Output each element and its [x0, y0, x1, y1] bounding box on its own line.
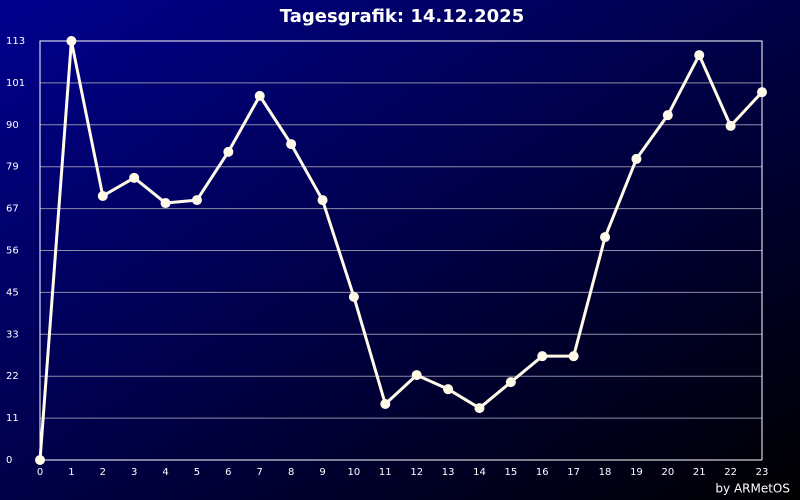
x-tick-label: 2: [100, 467, 106, 478]
y-tick-label: 67: [6, 204, 19, 215]
x-tick-label: 15: [505, 467, 518, 478]
data-point: [600, 232, 611, 243]
x-tick-label: 5: [194, 467, 200, 478]
x-tick-label: 9: [319, 467, 325, 478]
x-tick-label: 21: [693, 467, 706, 478]
data-point: [631, 153, 642, 164]
x-tick-label: 6: [225, 467, 231, 478]
y-tick-label: 33: [6, 329, 19, 340]
data-point: [380, 399, 391, 410]
credit: by ARMetOS: [715, 482, 790, 496]
x-tick-label: 14: [473, 467, 486, 478]
data-point: [348, 291, 359, 302]
x-tick-label: 0: [37, 467, 43, 478]
x-tick-label: 4: [162, 467, 168, 478]
x-tick-label: 18: [599, 467, 612, 478]
x-tick-label: 7: [257, 467, 263, 478]
data-point: [411, 370, 422, 381]
y-tick-label: 113: [6, 36, 25, 47]
data-point: [537, 351, 548, 362]
y-tick-label: 56: [6, 246, 19, 257]
data-point: [66, 36, 77, 46]
data-point: [757, 87, 767, 98]
data-point: [505, 377, 516, 388]
chart-title: Tagesgrafik: 14.12.2025: [280, 6, 524, 27]
plot-border: [39, 40, 763, 460]
y-tick-label: 0: [6, 455, 12, 466]
x-tick-label: 8: [288, 467, 294, 478]
x-tick-label: 16: [536, 467, 549, 478]
data-point: [694, 50, 705, 61]
data-point: [160, 198, 171, 209]
x-tick-label: 1: [68, 467, 74, 478]
y-tick-label: 101: [6, 78, 25, 89]
y-tick-label: 45: [6, 287, 19, 298]
data-point: [662, 110, 673, 121]
data-point: [443, 384, 454, 395]
data-point: [97, 190, 108, 201]
x-tick-label: 19: [630, 467, 643, 478]
x-tick-label: 10: [348, 467, 361, 478]
x-tick-label: 13: [442, 467, 455, 478]
x-tick-label: 20: [661, 467, 674, 478]
data-point: [223, 146, 234, 157]
data-point: [474, 403, 485, 414]
x-tick-label: 23: [756, 467, 769, 478]
data-point: [191, 195, 202, 206]
y-tick-label: 22: [6, 371, 19, 382]
x-tick-label: 22: [724, 467, 737, 478]
y-tick-label: 79: [6, 162, 19, 173]
data-point: [254, 90, 265, 101]
data-point: [129, 172, 140, 183]
x-tick-label: 17: [567, 467, 580, 478]
x-tick-label: 11: [379, 467, 392, 478]
y-tick-label: 11: [6, 413, 19, 424]
data-point: [286, 139, 297, 150]
data-point: [725, 120, 736, 131]
x-tick-label: 12: [410, 467, 423, 478]
data-point: [35, 455, 45, 465]
y-tick-label: 90: [6, 120, 19, 131]
data-point: [568, 351, 579, 362]
data-point: [317, 195, 328, 206]
x-tick-label: 3: [131, 467, 137, 478]
series-line: [38, 39, 764, 461]
